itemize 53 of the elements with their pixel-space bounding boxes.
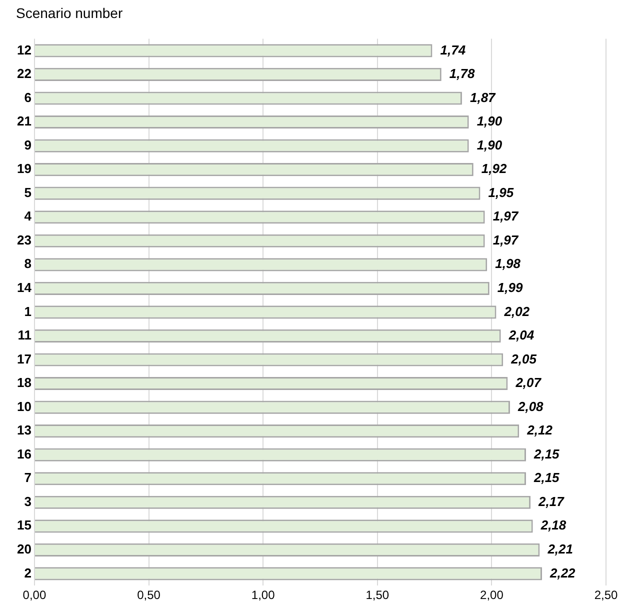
data-label: 2,18 — [540, 518, 567, 533]
y-tick-label: 22 — [16, 66, 32, 82]
data-label: 1,90 — [476, 114, 503, 129]
x-tick-label: 0,50 — [137, 588, 161, 602]
x-tick-label: 2,50 — [594, 588, 618, 602]
data-label: 2,02 — [503, 304, 530, 319]
data-label: 1,74 — [440, 42, 466, 58]
y-tick-label: 12 — [16, 42, 32, 58]
y-tick-label: 11 — [18, 328, 32, 343]
data-label: 1,98 — [495, 256, 522, 272]
y-tick-label: 15 — [16, 518, 32, 533]
y-tick-label: 3 — [24, 494, 32, 509]
y-tick-label: 8 — [24, 256, 32, 272]
y-tick-label: 5 — [24, 184, 32, 200]
data-label: 2,15 — [532, 470, 560, 486]
y-tick-label: 18 — [16, 375, 32, 390]
x-tick-label: 1,50 — [366, 588, 390, 602]
y-tick-label: 7 — [24, 470, 32, 486]
data-label: 1,95 — [488, 184, 514, 200]
y-tick-label: 19 — [16, 161, 32, 176]
data-label: 2,15 — [532, 446, 560, 462]
y-tick-label: 16 — [16, 446, 32, 462]
data-label: 2,04 — [508, 328, 535, 343]
y-tick-label: 21 — [16, 114, 32, 129]
y-tick-label: 9 — [24, 137, 32, 152]
data-label: 2,21 — [546, 542, 574, 557]
data-label: 1,90 — [476, 137, 503, 152]
x-tick-label: 2,00 — [480, 588, 504, 602]
y-tick-label: 2 — [24, 565, 32, 580]
y-tick-label: 6 — [24, 90, 32, 105]
data-label: 1,97 — [492, 208, 519, 224]
y-tick-label: 14 — [16, 280, 32, 296]
data-label: 2,17 — [538, 494, 565, 509]
y-axis-title: Scenario number — [16, 5, 123, 21]
y-tick-label: 17 — [16, 351, 32, 366]
data-label: 2,08 — [516, 398, 544, 414]
data-label: 2,07 — [514, 375, 542, 390]
data-label: 2,05 — [510, 351, 538, 366]
x-tick-label: 0,00 — [22, 588, 46, 602]
x-tick-label: 1,00 — [251, 588, 276, 602]
data-label: 1,99 — [497, 280, 524, 296]
y-tick-label: 23 — [16, 232, 32, 248]
data-label: 1,97 — [492, 232, 519, 248]
data-label: 2,22 — [548, 565, 576, 580]
y-tick-label: 10 — [16, 398, 32, 414]
y-tick-label: 13 — [16, 422, 32, 438]
data-label: 2,12 — [526, 422, 554, 438]
y-tick-label: 20 — [16, 542, 32, 557]
data-label: 1,78 — [449, 66, 476, 82]
data-label: 1,87 — [470, 90, 496, 105]
y-tick-label: 4 — [24, 208, 32, 224]
data-label: 1,92 — [481, 161, 508, 176]
y-tick-label: 1 — [24, 304, 32, 319]
